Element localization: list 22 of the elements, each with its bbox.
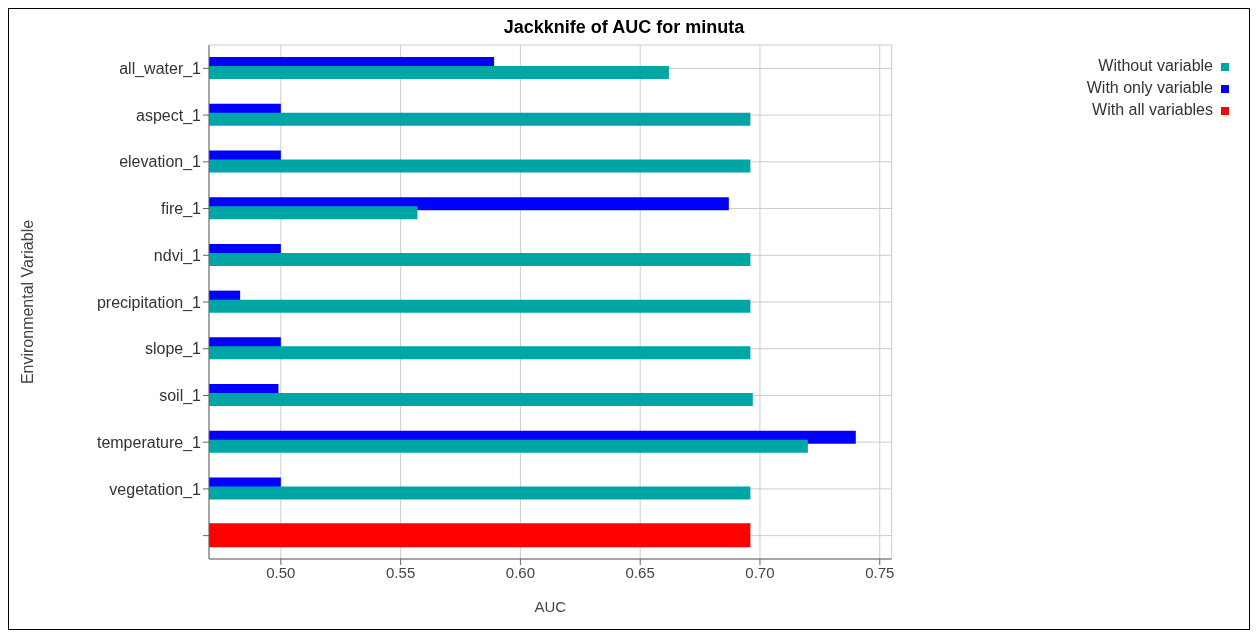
y-tick-label: all_water_1 <box>119 60 202 79</box>
x-tick-label: 0.70 <box>745 563 775 581</box>
y-tick-label: temperature_1 <box>96 433 202 452</box>
legend-label: Without variable <box>1097 57 1214 75</box>
y-tick-label: fire_1 <box>160 200 202 219</box>
legend-label: With only variable <box>1086 79 1214 97</box>
x-tick-label: 0.65 <box>625 563 655 581</box>
chart-title: Jackknife of AUC for minuta <box>502 17 746 38</box>
y-tick-label: ndvi_1 <box>153 246 202 265</box>
y-tick-label: aspect_1 <box>136 106 202 125</box>
y-tick-label: elevation_1 <box>119 153 202 172</box>
x-tick-label: 0.60 <box>505 563 536 581</box>
x-axis-title: AUC <box>534 598 567 615</box>
y-tick-label: vegetation_1 <box>109 480 202 499</box>
y-tick-label: soil_1 <box>159 387 202 406</box>
x-tick-label: 0.50 <box>266 563 296 581</box>
y-tick-label: precipitation_1 <box>96 293 202 312</box>
x-tick-label: 0.75 <box>865 563 895 581</box>
legend-label: With all variables <box>1091 101 1214 119</box>
y-axis-title: Environmental Variable <box>18 219 36 385</box>
x-tick-label: 0.55 <box>386 563 416 581</box>
y-tick-label: slope_1 <box>144 340 202 359</box>
